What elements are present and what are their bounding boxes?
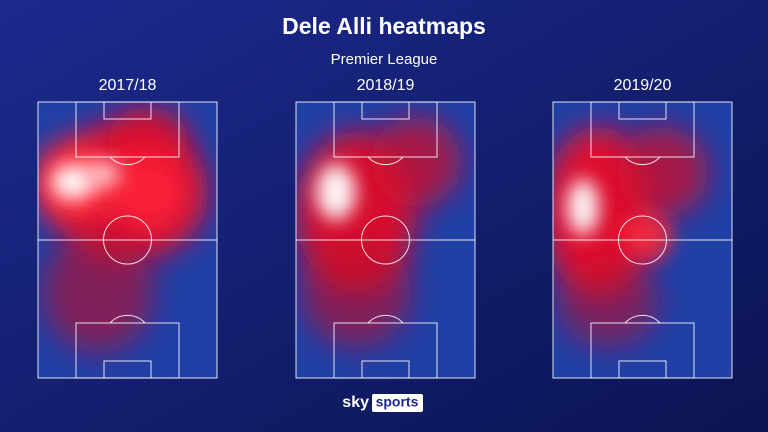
pitch [37, 101, 218, 379]
pitch [295, 101, 476, 379]
logo-brand: sky [342, 394, 369, 411]
pitch-line [103, 360, 152, 379]
heat-blob [618, 127, 708, 217]
heat-blob [316, 164, 356, 220]
logo-box [372, 394, 423, 412]
heat-blob [85, 160, 121, 188]
heat-blob [301, 237, 411, 347]
pitch-line [361, 360, 410, 379]
heat-blob [558, 257, 658, 347]
pitch-line [361, 101, 410, 120]
pitch-line [618, 360, 667, 379]
pitch-line [361, 215, 410, 265]
heat-blob [567, 179, 599, 235]
season-label: 2017/18 [99, 77, 157, 94]
subtitle: Premier League [331, 51, 438, 68]
heat-blob [371, 117, 461, 207]
pitch-line [109, 156, 146, 166]
pitch-line [367, 314, 404, 324]
pitch-line [103, 215, 152, 265]
heat-blob [51, 164, 95, 200]
panels: 2017/18 2018/19 2019/20 [37, 77, 733, 379]
pitch [552, 101, 733, 379]
pitch-line [618, 215, 667, 265]
pitch-line [109, 314, 146, 324]
logo-product: sports [376, 394, 419, 410]
heat-blob [108, 152, 188, 232]
logo: sky sports [342, 394, 423, 412]
season-label: 2018/19 [357, 77, 415, 94]
season-label: 2019/20 [614, 77, 672, 94]
pitch-line [624, 314, 661, 324]
pitch-line [618, 101, 667, 120]
heat-blob [43, 232, 153, 352]
pitch-line [103, 101, 152, 120]
pitch-line [624, 156, 661, 166]
pitch-line [367, 156, 404, 166]
title: Dele Alli heatmaps [282, 13, 486, 39]
